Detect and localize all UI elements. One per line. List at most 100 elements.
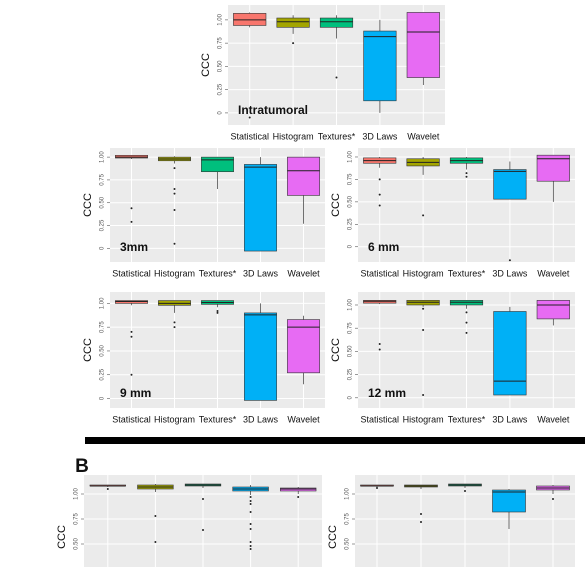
box <box>536 154 570 182</box>
y-tick-label: 0.75 <box>348 173 354 185</box>
outlier <box>249 511 252 513</box>
x-tick-label: Statistical <box>360 414 399 424</box>
outlier <box>130 207 133 210</box>
outlier <box>465 321 468 324</box>
y-axis-label: CCC <box>82 193 94 217</box>
y-tick-label: 1.00 <box>348 150 354 162</box>
outlier <box>173 167 176 170</box>
y-tick-label: 0.50 <box>348 195 354 207</box>
y-tick-label: 1.00 <box>345 488 351 500</box>
outlier <box>216 310 219 313</box>
y-tick-label: 0.75 <box>345 513 351 525</box>
outlier <box>154 515 157 517</box>
separator-bar <box>85 437 585 444</box>
outlier <box>154 541 157 543</box>
outlier <box>173 242 176 245</box>
y-tick-label: 0.25 <box>100 368 106 380</box>
y-axis-label: CCC <box>200 53 212 77</box>
outlier <box>422 214 425 217</box>
outlier <box>508 259 511 262</box>
x-tick-label: 3D Laws <box>492 268 528 278</box>
outlier <box>249 496 252 498</box>
y-tick-label: 1.00 <box>348 298 354 310</box>
box <box>493 169 527 200</box>
y-tick-label: 0.50 <box>348 345 354 357</box>
y-tick-label: 1.00 <box>74 488 80 500</box>
panel-annotation: 12 mm <box>368 386 406 400</box>
outlier <box>420 521 422 523</box>
box <box>276 17 310 28</box>
outlier <box>552 498 554 500</box>
x-tick-label: Wavelet <box>287 268 320 278</box>
y-tick-label: 0.25 <box>218 83 224 95</box>
x-tick-label: Textures* <box>199 268 237 278</box>
outlier <box>422 307 425 310</box>
y-tick-label: 0.50 <box>218 60 224 72</box>
outlier <box>378 348 381 351</box>
box <box>244 312 277 401</box>
outlier <box>465 331 468 334</box>
y-tick-label: 0.75 <box>218 37 224 49</box>
y-tick-label: 0.50 <box>100 196 106 208</box>
outlier <box>173 326 176 329</box>
outlier <box>173 209 176 212</box>
x-tick-label: Textures* <box>199 414 237 424</box>
outlier <box>249 548 252 550</box>
outlier <box>130 373 133 376</box>
outlier <box>464 490 466 492</box>
outlier <box>202 529 204 531</box>
x-tick-label: Histogram <box>403 414 444 424</box>
outlier <box>249 545 252 547</box>
y-tick-label: 0 <box>348 244 354 248</box>
y-tick-label: 0 <box>218 111 224 115</box>
outlier <box>249 500 252 502</box>
y-axis-label: CCC <box>327 525 339 549</box>
y-tick-label: 0.75 <box>100 173 106 185</box>
y-tick-label: 0 <box>348 395 354 399</box>
outlier <box>249 503 252 505</box>
x-tick-label: 3D Laws <box>243 268 279 278</box>
y-tick-label: 0.25 <box>348 368 354 380</box>
x-tick-label: Textures* <box>448 268 486 278</box>
outlier <box>173 321 176 324</box>
x-tick-label: Wavelet <box>537 268 570 278</box>
outlier <box>173 192 176 195</box>
outlier <box>130 330 133 333</box>
outlier <box>378 193 381 196</box>
outlier <box>376 487 378 489</box>
x-tick-label: Statistical <box>112 414 151 424</box>
y-axis-label: CCC <box>330 193 342 217</box>
x-tick-label: Histogram <box>403 268 444 278</box>
x-tick-label: 3D Laws <box>243 414 279 424</box>
y-tick-label: 0.75 <box>100 321 106 333</box>
y-axis-label: CCC <box>330 338 342 362</box>
x-tick-label: Wavelet <box>407 131 440 141</box>
y-tick-label: 1.00 <box>100 151 106 163</box>
x-tick-label: Histogram <box>273 131 314 141</box>
box <box>319 17 354 28</box>
x-tick-label: 3D Laws <box>362 131 398 141</box>
outlier <box>202 498 204 500</box>
y-tick-label: 0.75 <box>348 322 354 334</box>
outlier <box>130 220 133 223</box>
panel-annotation: 6 mm <box>368 240 399 254</box>
outlier <box>378 178 381 181</box>
outlier <box>465 172 468 175</box>
box <box>244 164 277 252</box>
y-tick-label: 1.00 <box>218 13 224 25</box>
y-tick-label: 1.00 <box>100 297 106 309</box>
outlier <box>249 541 252 543</box>
y-axis-label: CCC <box>56 525 68 549</box>
outlier <box>106 488 109 490</box>
outlier <box>249 523 252 525</box>
box <box>536 300 570 320</box>
outlier <box>130 335 133 338</box>
y-tick-label: 0.25 <box>348 218 354 230</box>
y-tick-label: 0.75 <box>74 513 80 525</box>
y-tick-label: 0.50 <box>345 538 351 550</box>
x-tick-label: 3D Laws <box>492 414 528 424</box>
panel-annotation: 9 mm <box>120 386 151 400</box>
x-tick-label: Wavelet <box>287 414 320 424</box>
outlier <box>465 175 468 178</box>
